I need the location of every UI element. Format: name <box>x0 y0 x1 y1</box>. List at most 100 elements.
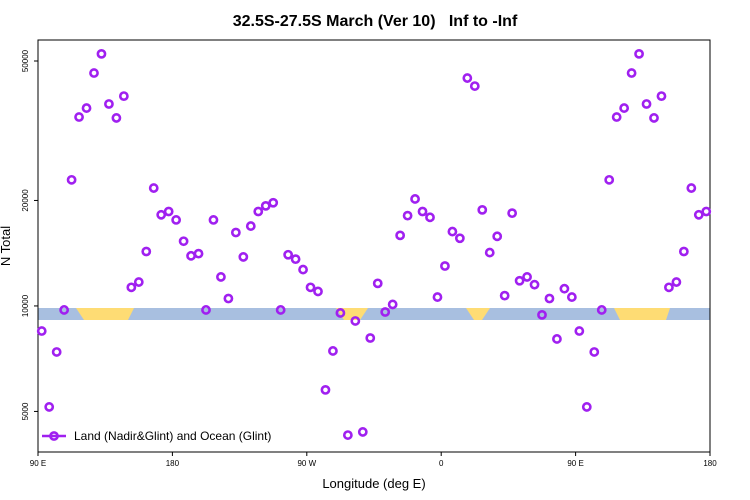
point <box>357 427 368 437</box>
point <box>268 197 279 208</box>
point <box>656 91 667 102</box>
point <box>96 48 107 59</box>
plot-frame <box>37 39 711 453</box>
y-tick-label: 10000 <box>21 294 30 317</box>
point <box>664 282 674 293</box>
point <box>596 305 607 315</box>
y-tick-label: 5000 <box>21 402 30 420</box>
point <box>89 68 99 78</box>
x-tick-label: 90 W <box>297 459 316 468</box>
point <box>641 99 652 109</box>
point <box>51 347 62 357</box>
point <box>365 333 376 343</box>
point <box>678 246 689 257</box>
point <box>604 174 615 185</box>
point <box>230 227 241 238</box>
point <box>238 252 249 262</box>
chart-title: 32.5S-27.5S March (Ver 10) Inf to -Inf <box>233 13 518 30</box>
point <box>44 402 55 412</box>
point <box>223 293 234 304</box>
point <box>216 272 226 282</box>
point <box>469 81 480 91</box>
point <box>529 279 540 290</box>
point <box>245 221 256 231</box>
point <box>544 293 555 304</box>
point <box>440 261 450 271</box>
point <box>507 208 518 219</box>
point <box>701 206 712 217</box>
point <box>320 384 331 395</box>
point <box>81 103 92 113</box>
point <box>693 209 704 220</box>
point <box>566 292 577 302</box>
point <box>275 305 286 315</box>
point <box>290 254 301 265</box>
point <box>208 215 219 225</box>
land-band <box>466 308 490 320</box>
point <box>148 183 159 193</box>
point <box>283 249 294 260</box>
point <box>133 277 144 287</box>
point <box>454 233 465 244</box>
y-axis-label: N Total <box>0 226 13 266</box>
land-band <box>76 308 134 320</box>
point <box>626 68 637 78</box>
point <box>447 226 458 237</box>
point <box>372 278 383 289</box>
point <box>619 103 630 113</box>
x-tick-label: 0 <box>439 459 444 468</box>
point <box>59 305 70 315</box>
point <box>686 183 697 193</box>
point <box>305 282 316 293</box>
point <box>589 347 600 357</box>
point <box>328 346 338 356</box>
point <box>559 283 570 294</box>
point <box>156 209 167 220</box>
point <box>74 112 84 122</box>
y-tick-label: 20000 <box>21 189 30 212</box>
point <box>193 248 204 259</box>
point <box>499 290 510 301</box>
legend-marker <box>49 431 59 441</box>
point <box>313 286 323 297</box>
legend-label: Land (Nadir&Glint) and Ocean (Glint) <box>74 429 271 443</box>
point <box>425 212 435 223</box>
point <box>492 231 503 242</box>
point <box>417 206 428 217</box>
point <box>111 113 122 123</box>
ocean-band <box>38 308 710 320</box>
point <box>484 247 495 258</box>
point <box>395 230 406 241</box>
point <box>253 206 264 217</box>
point <box>574 326 585 336</box>
point <box>298 264 308 275</box>
point <box>522 272 532 282</box>
x-tick-label: 180 <box>166 459 180 468</box>
y-tick-label: 50000 <box>21 49 30 72</box>
point <box>335 308 346 318</box>
point <box>462 73 473 83</box>
point <box>410 194 420 204</box>
point <box>514 275 525 286</box>
land-band <box>614 308 670 320</box>
point <box>611 112 622 122</box>
point <box>581 402 592 412</box>
point <box>634 48 644 59</box>
point <box>126 282 137 293</box>
point <box>477 204 488 215</box>
point <box>537 309 547 320</box>
x-tick-label: 90 E <box>30 459 46 468</box>
point <box>432 292 443 302</box>
point <box>342 430 353 440</box>
point <box>66 174 77 185</box>
point <box>201 305 211 315</box>
point <box>36 326 47 336</box>
point <box>402 210 413 221</box>
point <box>380 307 391 317</box>
point <box>118 91 129 102</box>
x-tick-label: 180 <box>703 459 717 468</box>
surface-band <box>38 308 710 320</box>
point <box>186 250 196 261</box>
point <box>163 206 174 217</box>
